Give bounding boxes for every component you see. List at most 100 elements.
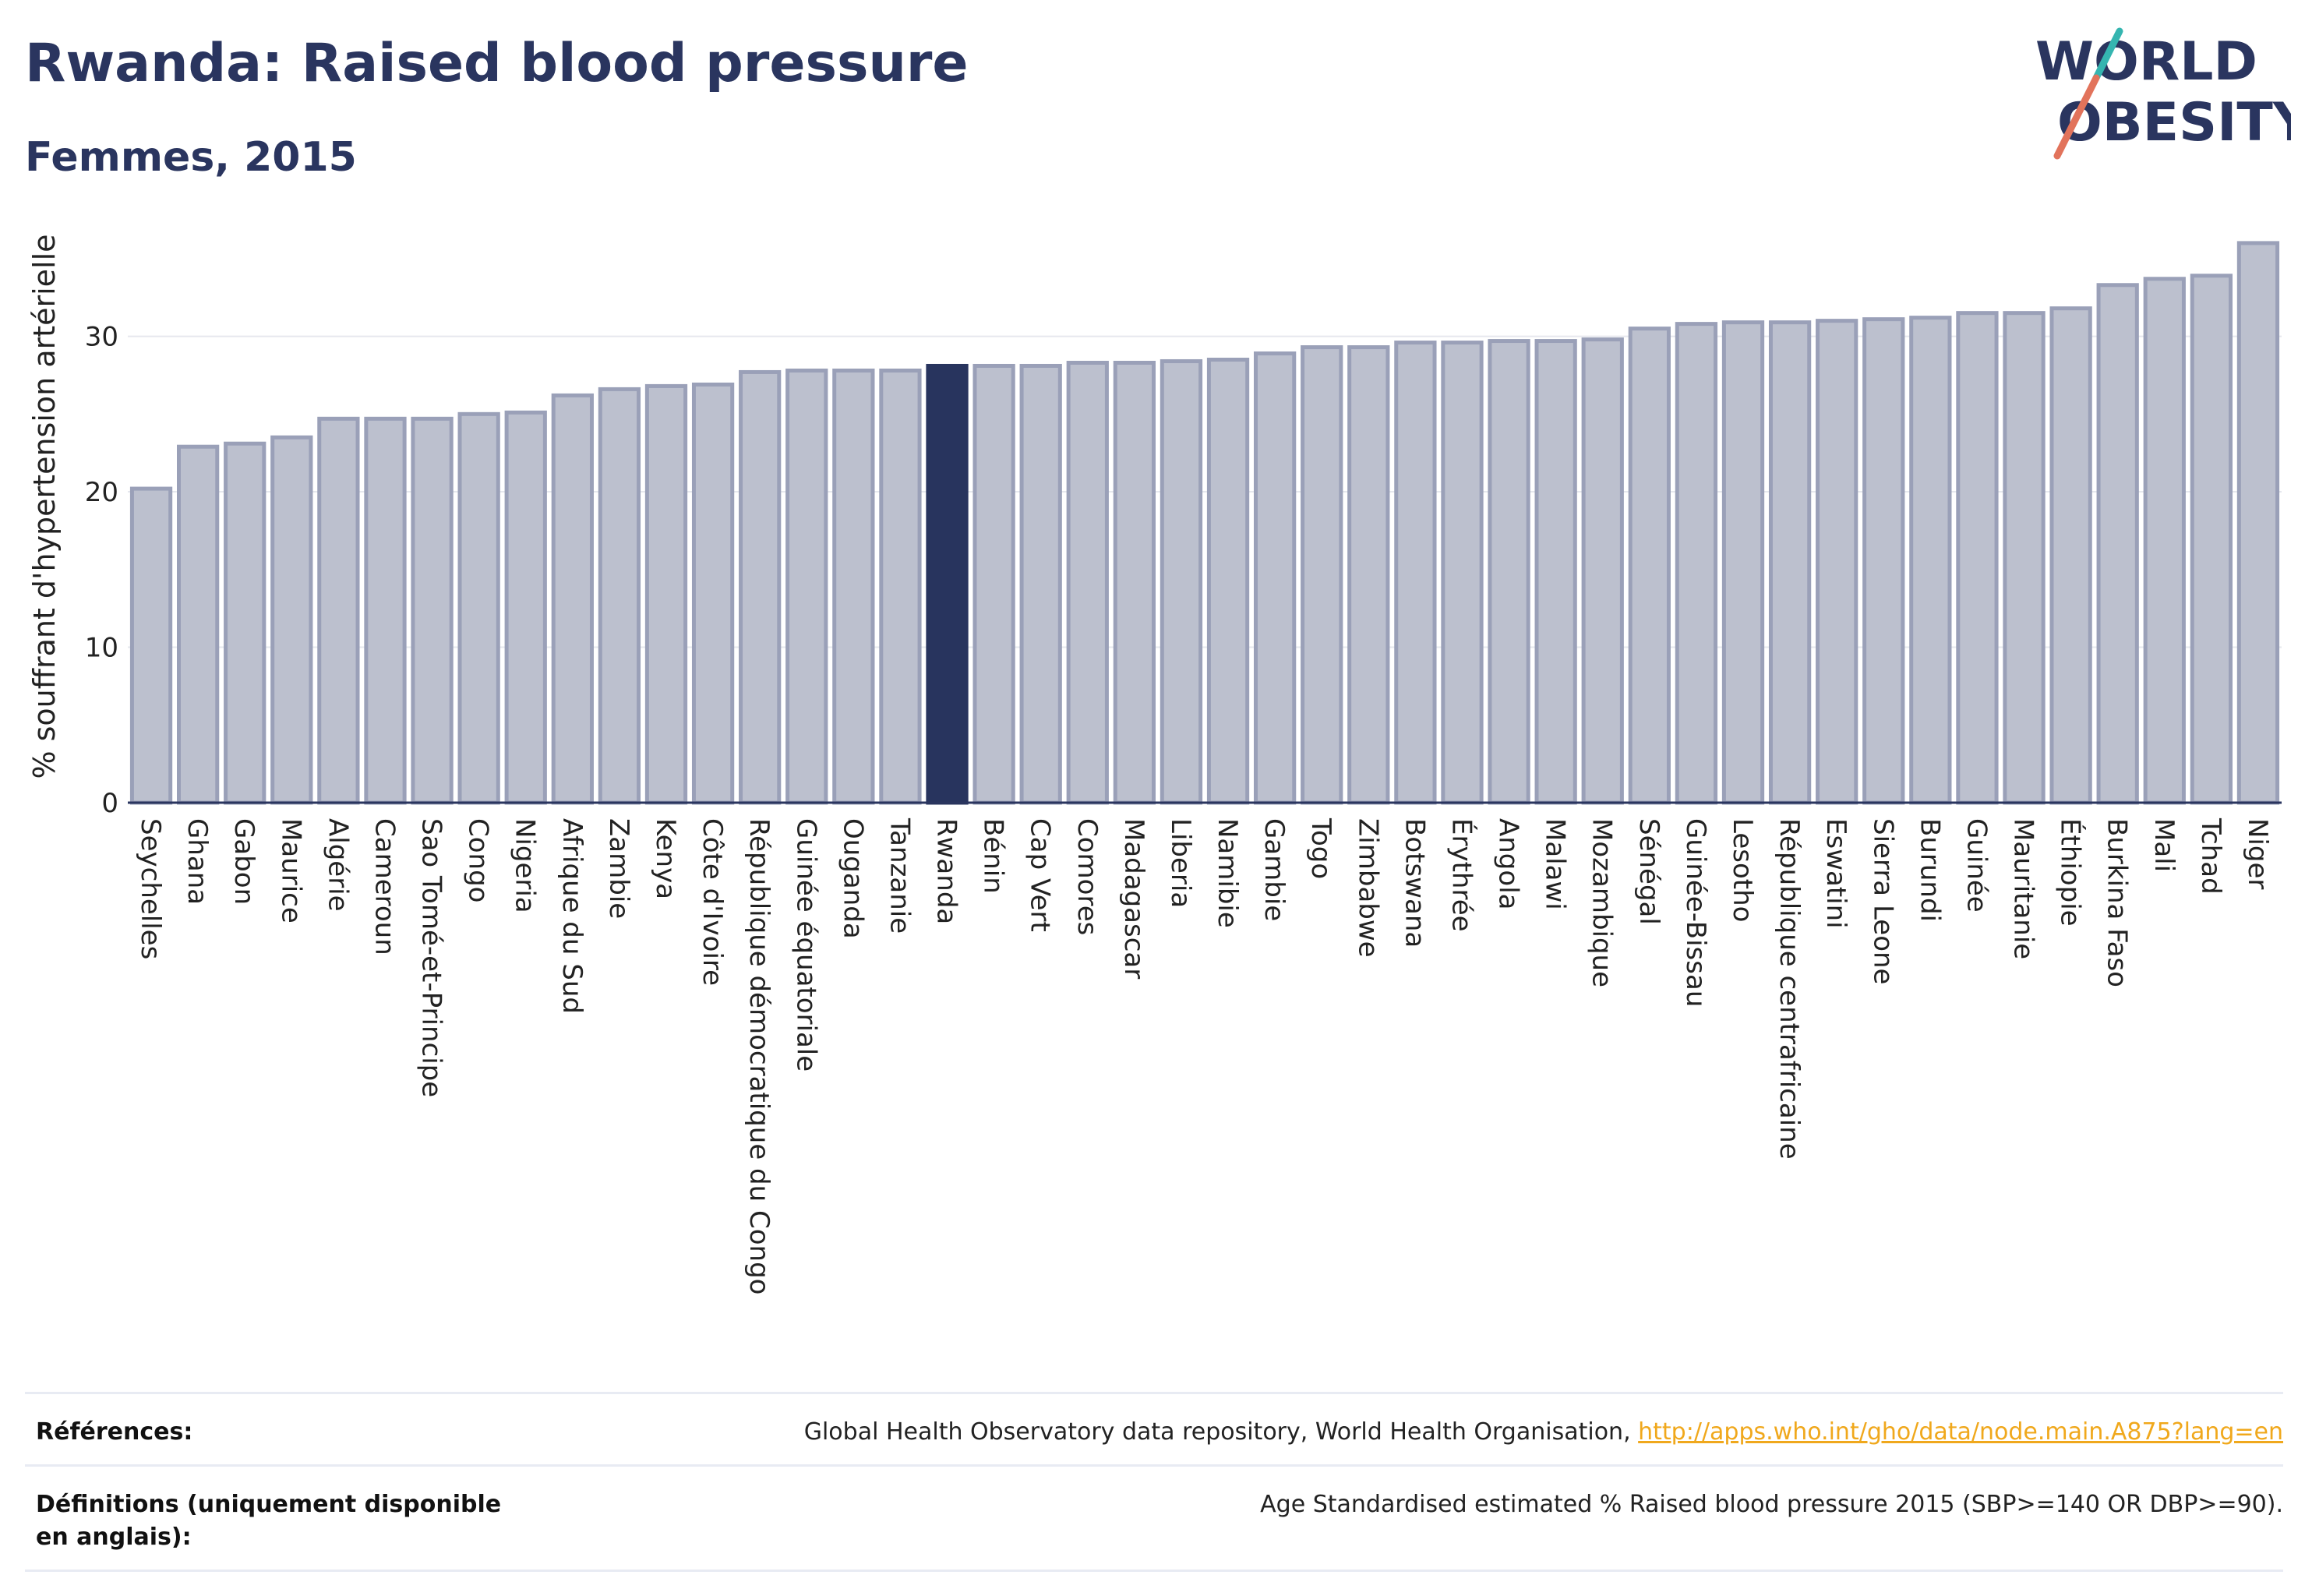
bar — [1956, 311, 1999, 805]
definitions-label: Définitions (uniquement disponible en an… — [36, 1491, 502, 1551]
bar — [1113, 360, 1156, 805]
logo-line2: OBESITY — [2057, 92, 2291, 154]
x-tick-label: Cameroun — [369, 818, 400, 955]
x-tick-label: Tchad — [2195, 817, 2226, 895]
x-tick-label: Ouganda — [837, 818, 868, 939]
x-tick-label: Algérie — [322, 818, 353, 912]
bar — [1488, 339, 1530, 805]
bar — [2049, 306, 2092, 805]
references-row: Références: Global Health Observatory da… — [25, 1392, 2283, 1464]
bar — [1347, 345, 1390, 805]
bar — [1160, 358, 1203, 805]
bar-layer — [128, 241, 2282, 805]
x-tick-labels: Seychelles Ghana Gabon Maurice Algérie Camero… — [135, 817, 2273, 1294]
bar — [691, 382, 735, 805]
bar — [2190, 274, 2233, 805]
y-tick-label: 0 — [101, 788, 118, 819]
bar — [1581, 337, 1624, 805]
bar — [1909, 316, 1952, 805]
x-tick-label: Guinée-Bissau — [1680, 818, 1711, 1007]
y-tick-label: 30 — [85, 322, 118, 353]
x-tick-label: Burundi — [1914, 818, 1945, 922]
x-tick-label: Liberia — [1165, 818, 1196, 908]
x-tick-label: Éthiopie — [2055, 818, 2087, 927]
bar — [598, 387, 641, 805]
x-tick-label: Zimbabwe — [1352, 818, 1383, 958]
y-tick-label: 10 — [85, 633, 118, 664]
x-tick-label: Guinée équatoriale — [790, 818, 821, 1072]
x-tick-label: Angola — [1493, 818, 1524, 909]
y-tick-label: 20 — [85, 477, 118, 508]
references-text: Global Health Observatory data repositor… — [803, 1418, 1639, 1446]
x-tick-label: Sao Tomé-et-Principe — [416, 818, 447, 1097]
x-tick-label: Burkina Faso — [2102, 818, 2133, 987]
x-tick-label: Rwanda — [931, 818, 962, 924]
bar — [1628, 327, 1671, 805]
definitions-value: Age Standardised estimated % Raised bloo… — [1260, 1491, 2283, 1518]
x-tick-label: Seychelles — [135, 818, 166, 959]
bar — [504, 410, 547, 805]
x-tick-label: Kenya — [650, 818, 681, 899]
x-tick-label: République démocratique du Congo — [743, 818, 775, 1294]
x-tick-label: Mauritanie — [2008, 818, 2039, 959]
bar — [1066, 360, 1109, 805]
x-tick-label: Gambie — [1258, 818, 1290, 921]
bar — [785, 368, 828, 805]
bar — [1862, 317, 1905, 805]
bar-chart: Seychelles Ghana Gabon Maurice Algérie Camero… — [27, 234, 2282, 1294]
bar — [1675, 322, 1718, 805]
bar — [1394, 341, 1437, 805]
x-tick-label: Bénin — [978, 818, 1009, 894]
x-tick-label: Mali — [2148, 818, 2180, 872]
x-tick-label: Namibie — [1212, 818, 1243, 928]
x-tick-label: Côte d'Ivoire — [697, 818, 728, 986]
logo-slash-coral — [2053, 74, 2100, 160]
x-tick-label: Afrique du Sud — [556, 818, 588, 1014]
footer-table: Références: Global Health Observatory da… — [25, 1392, 2283, 1572]
x-tick-label: République centrafricaine — [1774, 818, 1805, 1160]
y-axis-label: % souffrant d'hypertension artérielle — [27, 234, 62, 779]
x-tick-label: Sierra Leone — [1867, 818, 1898, 984]
references-value: Global Health Observatory data repositor… — [804, 1416, 2283, 1449]
bar — [1534, 339, 1577, 805]
bar — [364, 416, 407, 805]
x-tick-label: Gabon — [228, 818, 259, 905]
x-tick-label: Mozambique — [1587, 818, 1618, 987]
x-tick-label: Nigeria — [510, 818, 541, 913]
logo-slash-teal — [2092, 27, 2123, 82]
bar — [739, 369, 782, 805]
bar — [176, 444, 220, 805]
bar — [317, 416, 360, 805]
bar — [457, 411, 500, 805]
bar — [1206, 358, 1250, 805]
y-tick-labels: 0 10 20 30 — [85, 322, 118, 819]
definitions-row: Définitions (uniquement disponible en an… — [25, 1464, 2283, 1572]
x-tick-label: Malawi — [1540, 818, 1571, 910]
x-tick-label: Guinée — [1961, 818, 1992, 913]
x-tick-label: Eswatini — [1820, 818, 1851, 929]
references-link[interactable]: http://apps.who.int/gho/data/node.main.A… — [1638, 1418, 2283, 1446]
x-tick-label: Érythrée — [1445, 818, 1477, 932]
bar — [270, 435, 313, 805]
bar — [644, 383, 688, 805]
x-tick-label: Congo — [463, 818, 494, 902]
x-tick-label: Tanzanie — [884, 817, 915, 934]
bar — [879, 368, 922, 805]
bar — [1019, 363, 1062, 805]
bar — [1441, 341, 1484, 805]
bar — [1721, 320, 1765, 805]
x-tick-label: Maurice — [275, 818, 306, 923]
chart-title: Rwanda: Raised blood pressure — [25, 33, 969, 94]
x-tick-label: Togo — [1305, 817, 1336, 879]
bar — [926, 363, 969, 805]
bar — [224, 441, 267, 805]
x-tick-label: Niger — [2242, 818, 2273, 889]
bar — [972, 363, 1015, 805]
x-tick-label: Ghana — [182, 818, 213, 905]
bar — [1768, 320, 1812, 805]
bar — [2003, 311, 2046, 805]
bar — [1253, 351, 1297, 805]
x-tick-label: Cap Vert — [1025, 818, 1056, 932]
bar — [551, 393, 594, 805]
x-tick-label: Madagascar — [1118, 818, 1149, 979]
